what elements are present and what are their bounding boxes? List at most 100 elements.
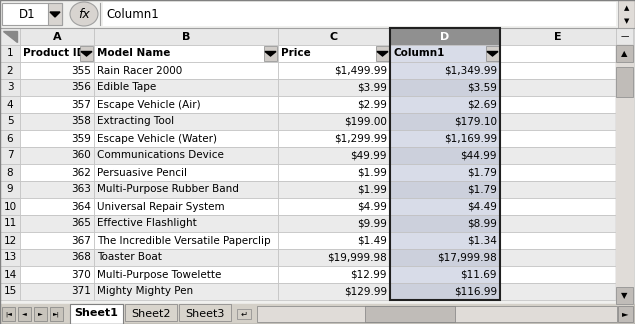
Text: $4.99: $4.99 (357, 202, 387, 212)
Bar (616, 181, 633, 198)
Bar (618, 0, 635, 28)
Bar (390, 232, 500, 249)
Bar (500, 249, 616, 266)
Text: ►: ► (622, 309, 629, 318)
Text: 14: 14 (3, 270, 17, 280)
Bar (616, 198, 633, 215)
Text: Column1: Column1 (393, 49, 444, 59)
Bar (278, 266, 390, 283)
Bar (20, 130, 94, 147)
Bar (616, 96, 633, 113)
Text: $17,999.98: $17,999.98 (438, 252, 497, 262)
Bar (0, 96, 20, 113)
Text: 10: 10 (3, 202, 17, 212)
Bar (500, 266, 616, 283)
Bar (0, 45, 20, 62)
Text: 15: 15 (3, 286, 17, 296)
Text: ▼: ▼ (624, 18, 629, 24)
Bar (94, 28, 278, 45)
Text: —: — (620, 32, 629, 41)
Text: $2.69: $2.69 (467, 99, 497, 110)
Bar (0, 28, 635, 45)
Bar (94, 96, 278, 113)
Text: Edible Tape: Edible Tape (97, 83, 156, 92)
Bar (20, 232, 94, 249)
Polygon shape (377, 52, 388, 56)
Bar (264, 46, 277, 61)
Bar (278, 198, 390, 215)
Text: 2: 2 (7, 65, 13, 75)
Text: The Incredible Versatile Paperclip: The Incredible Versatile Paperclip (97, 236, 271, 246)
Bar (20, 113, 94, 130)
Bar (278, 232, 390, 249)
Text: $179.10: $179.10 (454, 117, 497, 126)
Bar (2, 3, 62, 25)
Bar (2, 307, 15, 321)
Bar (486, 46, 499, 61)
Bar (0, 181, 20, 198)
Bar (278, 130, 390, 147)
Bar (0, 79, 20, 96)
Bar (20, 28, 94, 45)
Text: Multi-Purpose Rubber Band: Multi-Purpose Rubber Band (97, 184, 239, 194)
Text: ▲: ▲ (624, 6, 629, 11)
Bar (0, 249, 20, 266)
Text: 356: 356 (71, 83, 91, 92)
Bar (94, 113, 278, 130)
Text: ▲: ▲ (621, 49, 628, 58)
Text: 367: 367 (71, 236, 91, 246)
Bar (0, 215, 20, 232)
Bar (237, 309, 251, 319)
Bar (616, 62, 633, 79)
Polygon shape (265, 52, 276, 56)
Bar (0, 283, 20, 300)
Bar (94, 147, 278, 164)
Polygon shape (81, 52, 92, 56)
Text: Universal Repair System: Universal Repair System (97, 202, 225, 212)
Bar (18, 307, 31, 321)
Bar (390, 283, 500, 300)
Bar (278, 181, 390, 198)
Text: Toaster Boat: Toaster Boat (97, 252, 162, 262)
Bar (390, 249, 500, 266)
Bar (20, 181, 94, 198)
Bar (48, 3, 62, 25)
Bar (94, 215, 278, 232)
Bar (278, 249, 390, 266)
Text: $1.99: $1.99 (357, 168, 387, 178)
Bar (616, 67, 633, 97)
Text: Mighty Mighty Pen: Mighty Mighty Pen (97, 286, 193, 296)
Bar (616, 287, 633, 304)
Text: $1.49: $1.49 (357, 236, 387, 246)
Bar (390, 181, 500, 198)
Text: 7: 7 (7, 151, 13, 160)
Bar (34, 307, 47, 321)
Text: 355: 355 (71, 65, 91, 75)
Bar (390, 28, 500, 300)
Bar (390, 266, 500, 283)
Bar (94, 283, 278, 300)
Bar (20, 266, 94, 283)
Text: 359: 359 (71, 133, 91, 144)
Text: $199.00: $199.00 (344, 117, 387, 126)
Text: ▼: ▼ (621, 291, 628, 300)
Text: $1.79: $1.79 (467, 184, 497, 194)
Bar (278, 62, 390, 79)
Text: $1.34: $1.34 (467, 236, 497, 246)
Text: 365: 365 (71, 218, 91, 228)
Bar (278, 79, 390, 96)
Bar (390, 62, 500, 79)
Bar (616, 45, 633, 62)
Bar (0, 28, 20, 45)
Bar (616, 79, 633, 96)
Text: $11.69: $11.69 (460, 270, 497, 280)
Text: Escape Vehicle (Air): Escape Vehicle (Air) (97, 99, 201, 110)
Text: fx: fx (78, 7, 90, 20)
Text: $2.99: $2.99 (357, 99, 387, 110)
Bar (616, 45, 633, 304)
Bar (94, 62, 278, 79)
Bar (278, 164, 390, 181)
Text: $1,499.99: $1,499.99 (334, 65, 387, 75)
Bar (20, 283, 94, 300)
Text: 6: 6 (7, 133, 13, 144)
